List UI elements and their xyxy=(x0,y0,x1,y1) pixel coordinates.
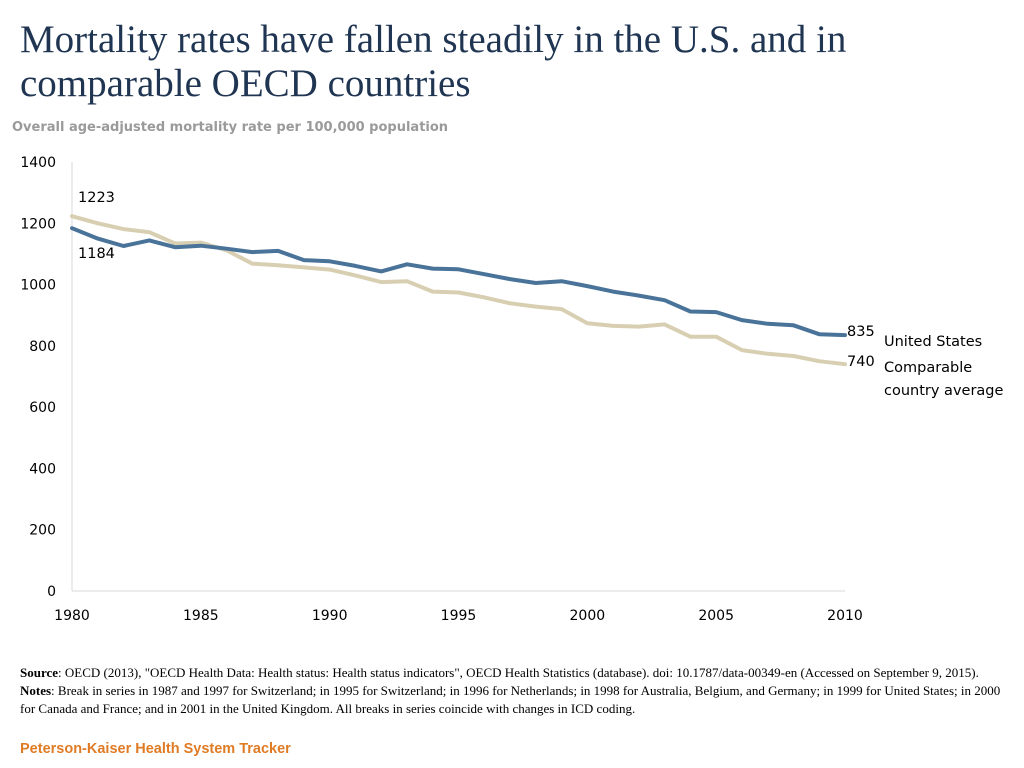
chart-axes xyxy=(71,162,845,592)
page-title: Mortality rates have fallen steadily in … xyxy=(20,18,847,105)
notes-label: Notes xyxy=(20,683,52,698)
source-label: Source xyxy=(20,665,59,680)
x-tick-label: 2010 xyxy=(827,608,863,624)
source-note: Source: OECD (2013), "OECD Health Data: … xyxy=(20,664,1010,718)
us-end-label: 835 xyxy=(847,324,875,340)
comparable-series-line xyxy=(70,214,847,367)
y-tick-label: 600 xyxy=(29,400,56,416)
data-labels: 1223 1184 835 740 United States Comparab… xyxy=(78,190,1003,399)
legend-comparable-line1: Comparable xyxy=(884,360,972,376)
brand-logo-text: Peterson-Kaiser Health System Tracker xyxy=(20,741,291,757)
x-tick-label: 1995 xyxy=(441,608,477,624)
x-axis-ticks: 1980 1985 1990 1995 2000 2005 2010 xyxy=(54,608,863,624)
us-start-label: 1184 xyxy=(78,246,115,262)
notes-text: : Break in series in 1987 and 1997 for S… xyxy=(20,683,1001,716)
x-tick-label: 1990 xyxy=(312,608,348,624)
y-tick-label: 1000 xyxy=(20,278,56,294)
x-tick-label: 2005 xyxy=(698,608,734,624)
y-tick-label: 1400 xyxy=(20,155,56,171)
comparable-start-label: 1223 xyxy=(78,190,115,206)
x-tick-label: 1985 xyxy=(183,608,219,624)
legend-comparable-line2: country average xyxy=(884,383,1003,399)
comparable-end-label: 740 xyxy=(847,354,875,370)
y-tick-label: 0 xyxy=(47,584,56,600)
series-lines xyxy=(70,214,847,367)
y-tick-label: 400 xyxy=(29,461,56,477)
y-tick-label: 800 xyxy=(29,339,56,355)
us-series-line xyxy=(70,226,847,338)
y-axis-ticks: 0 200 400 600 800 1000 1200 1400 xyxy=(20,155,56,600)
source-text: : OECD (2013), "OECD Health Data: Health… xyxy=(58,665,979,680)
x-tick-label: 2000 xyxy=(570,608,606,624)
y-tick-label: 1200 xyxy=(20,216,56,232)
y-tick-label: 200 xyxy=(29,523,56,539)
x-tick-label: 1980 xyxy=(54,608,90,624)
chart-subtitle: Overall age-adjusted mortality rate per … xyxy=(12,120,449,135)
legend-united-states: United States xyxy=(884,334,982,350)
